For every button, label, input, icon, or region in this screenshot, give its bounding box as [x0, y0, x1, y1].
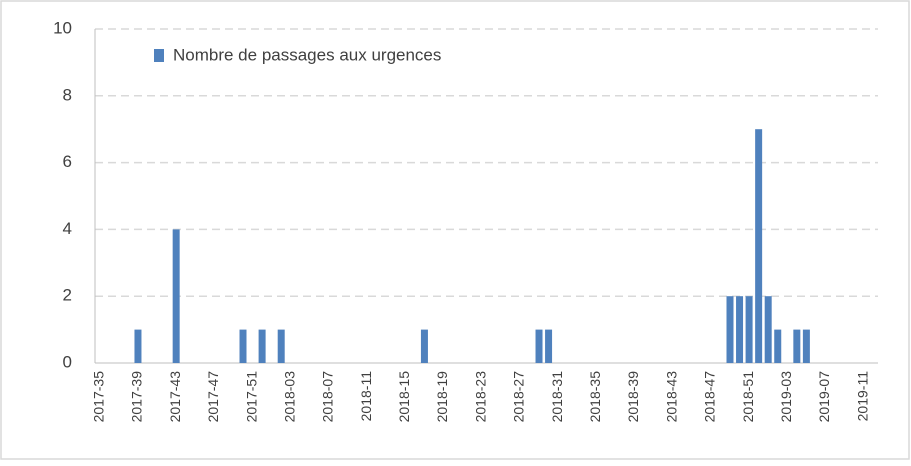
- bar: [793, 329, 801, 363]
- legend-swatch: [154, 49, 164, 62]
- x-tick-label: 2018-15: [396, 371, 412, 423]
- x-tick-label: 2018-19: [434, 371, 450, 423]
- x-tick-label: 2019-11: [854, 371, 870, 422]
- bar: [774, 329, 782, 363]
- bar: [745, 296, 753, 363]
- y-tick-label: 8: [63, 85, 72, 104]
- x-tick-label: 2018-27: [511, 371, 527, 423]
- bar: [134, 329, 142, 363]
- bar: [258, 329, 266, 363]
- x-tick-label: 2018-51: [740, 371, 756, 423]
- x-tick-label: 2017-51: [243, 371, 259, 423]
- x-tick-label: 2017-35: [90, 371, 106, 423]
- x-tick-label: 2018-39: [625, 371, 641, 423]
- bar: [172, 229, 180, 363]
- bar: [239, 329, 247, 363]
- bar: [764, 296, 772, 363]
- x-tick-label: 2017-47: [205, 371, 221, 423]
- x-tick-label: 2018-03: [281, 371, 297, 423]
- legend-label: Nombre de passages aux urgences: [173, 45, 441, 64]
- bar: [726, 296, 734, 363]
- bar: [802, 329, 810, 363]
- x-tick-label: 2018-11: [358, 371, 374, 422]
- bar: [755, 129, 763, 363]
- x-tick-label: 2018-23: [472, 371, 488, 423]
- x-tick-label: 2019-07: [816, 371, 832, 423]
- y-tick-label: 10: [53, 18, 72, 37]
- y-tick-label: 2: [63, 286, 72, 305]
- bar: [736, 296, 744, 363]
- bar: [277, 329, 285, 363]
- x-tick-label: 2019-03: [778, 371, 794, 423]
- bar: [535, 329, 543, 363]
- x-tick-label: 2018-47: [702, 371, 718, 423]
- y-tick-label: 4: [63, 219, 72, 238]
- x-tick-label: 2017-43: [167, 371, 183, 423]
- x-tick-label: 2018-43: [663, 371, 679, 423]
- x-tick-label: 2017-39: [129, 371, 145, 423]
- y-tick-label: 0: [63, 352, 72, 371]
- x-tick-label: 2018-35: [587, 371, 603, 423]
- bar: [420, 329, 428, 363]
- bar: [545, 329, 553, 363]
- x-tick-label: 2018-07: [320, 371, 336, 423]
- y-tick-label: 6: [63, 152, 72, 171]
- x-tick-label: 2018-31: [549, 371, 565, 423]
